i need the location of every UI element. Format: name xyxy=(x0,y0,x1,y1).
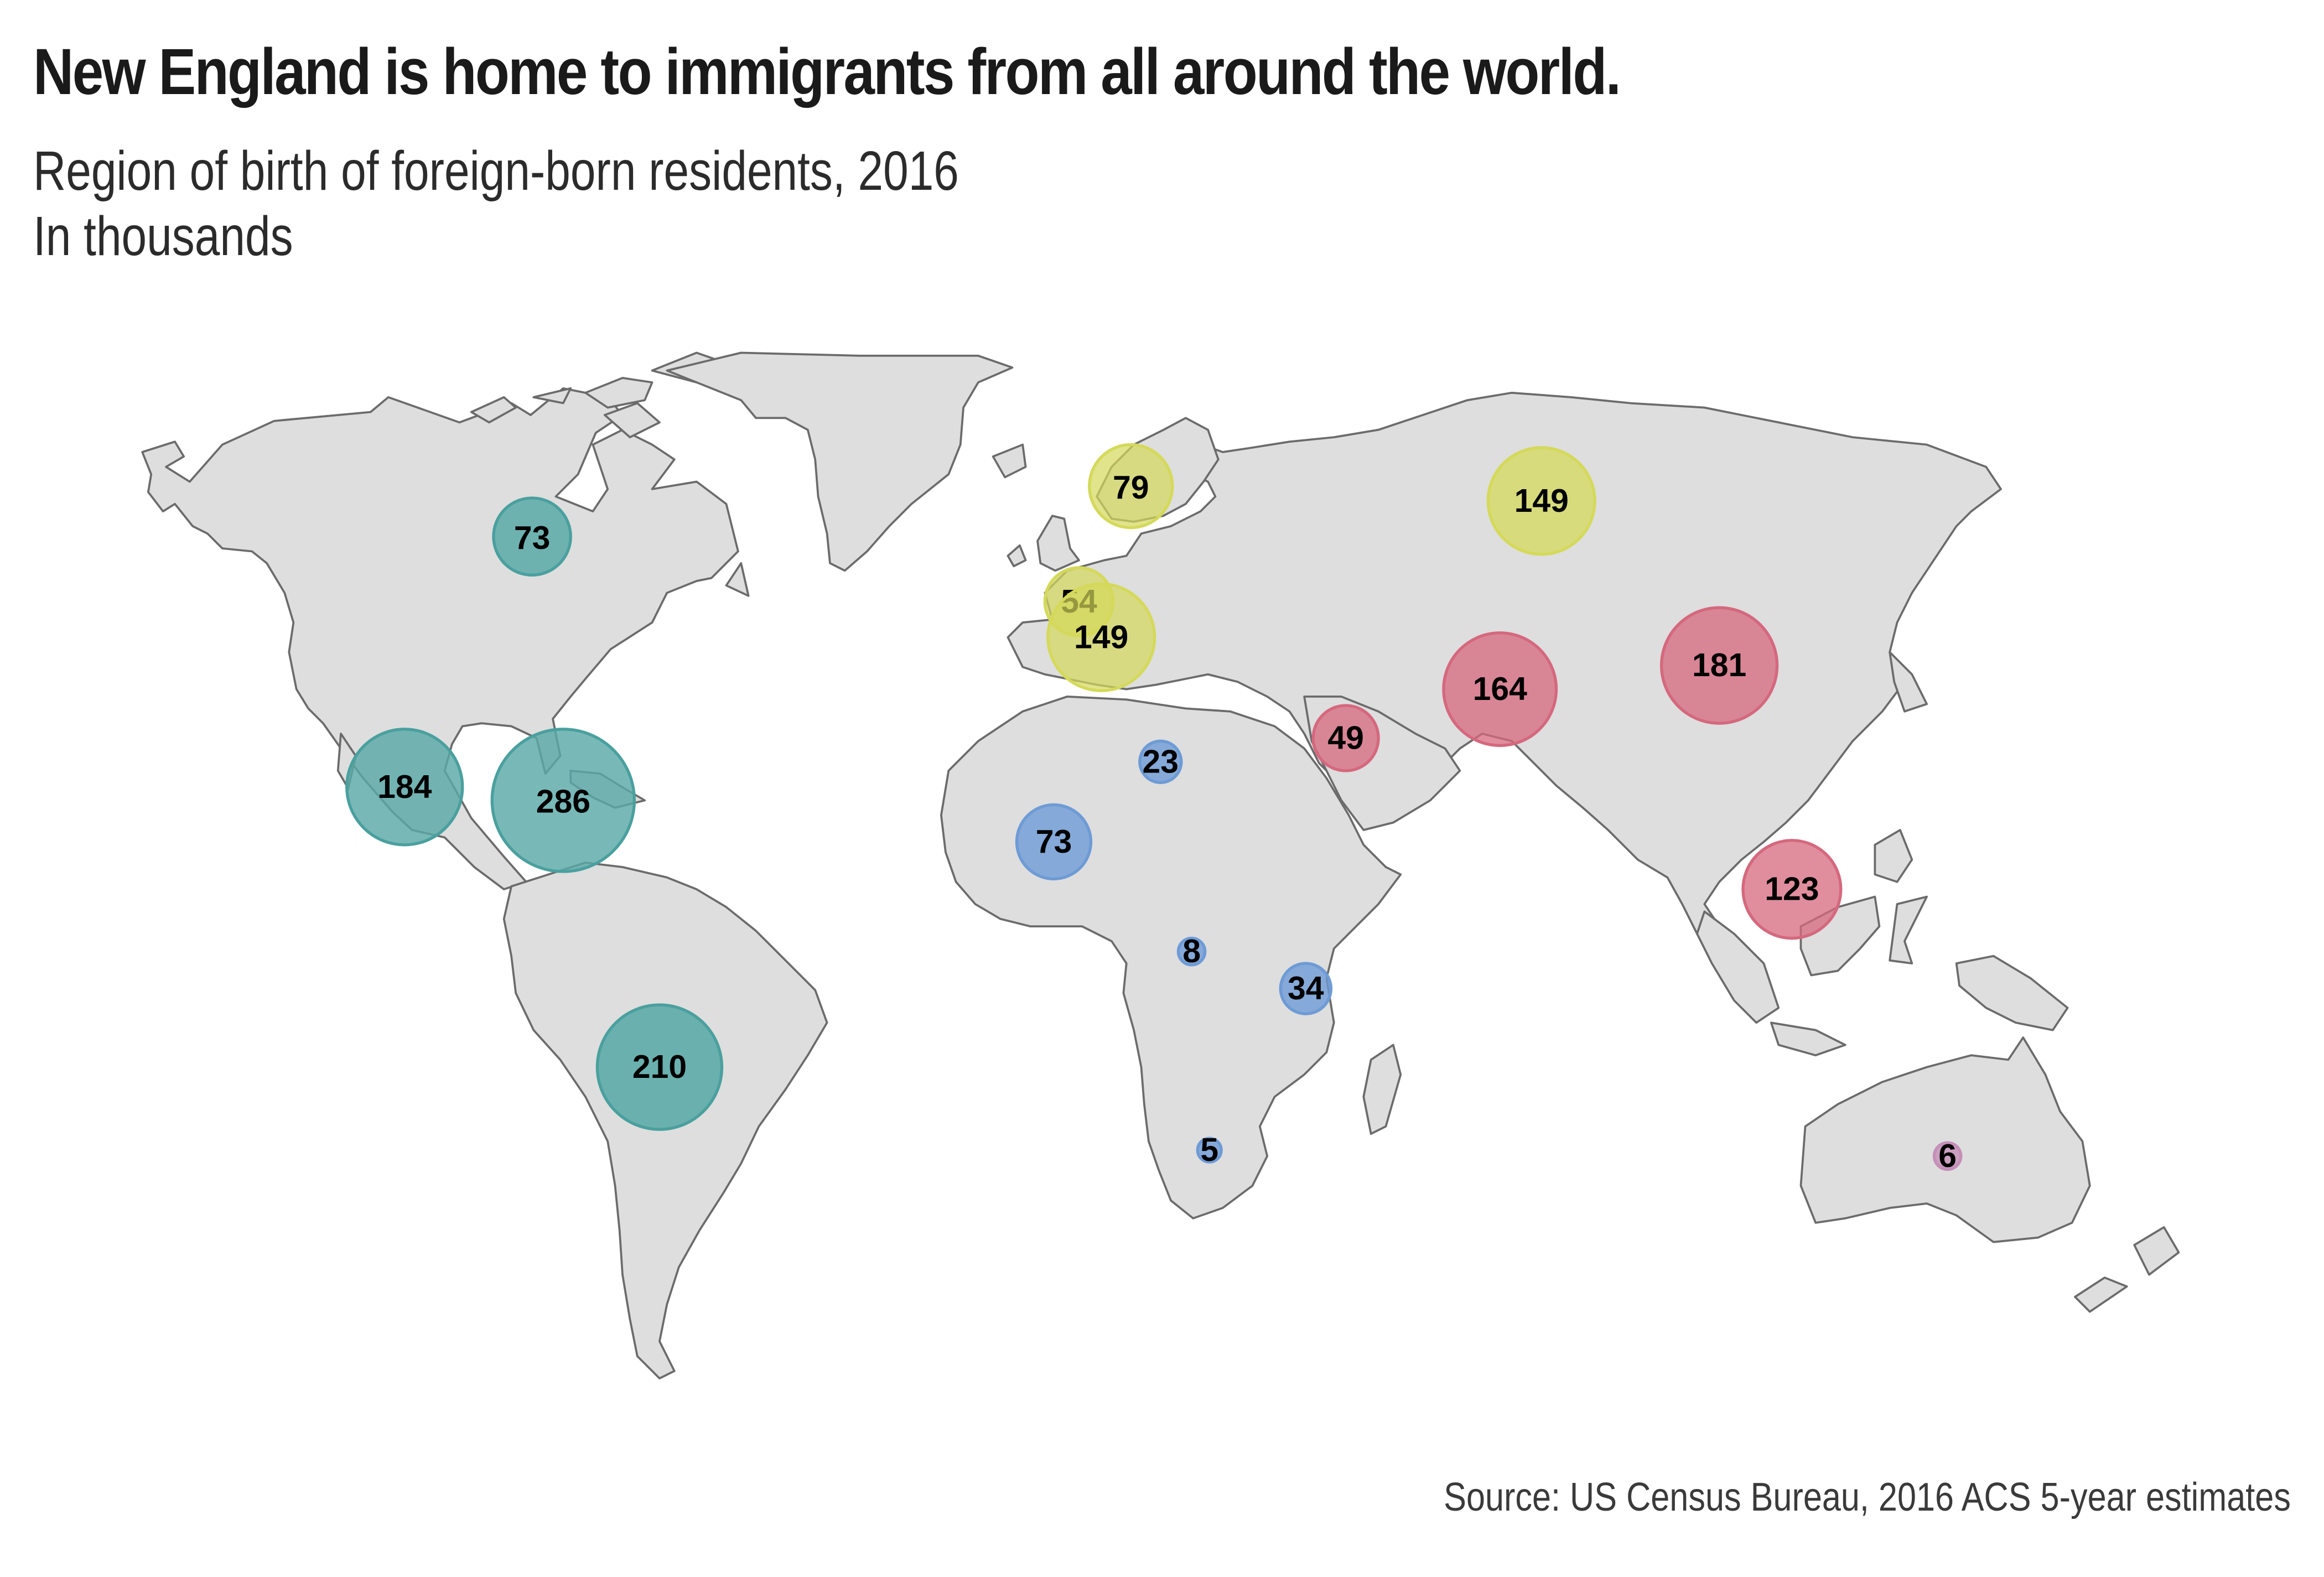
bubble-oceania[interactable]: 6 xyxy=(1932,1138,1963,1174)
bubble-south-eastern-asia[interactable]: 123 xyxy=(1741,839,1843,940)
australia xyxy=(1799,1036,2091,1243)
bubble-label: 6 xyxy=(1938,1138,1957,1174)
bubble-middle-africa[interactable]: 8 xyxy=(1176,933,1207,969)
bubble-label: 5 xyxy=(1200,1132,1218,1168)
bubble-western-africa[interactable]: 73 xyxy=(1015,803,1093,881)
source-note: Source: US Census Bureau, 2016 ACS 5-yea… xyxy=(1444,1475,2291,1519)
bubble-northern-africa[interactable]: 23 xyxy=(1138,739,1183,784)
bubble-label: 79 xyxy=(1113,470,1149,506)
bubble-northern-europe[interactable]: 79 xyxy=(1088,443,1174,530)
chart-title: New England is home to immigrants from a… xyxy=(33,35,1621,108)
bubble-label: 181 xyxy=(1692,647,1746,683)
bubble-label: 164 xyxy=(1473,671,1528,707)
bubble-label: 73 xyxy=(514,520,551,556)
bubble-northern-america[interactable]: 73 xyxy=(492,496,572,577)
bubble-south-central-asia[interactable]: 164 xyxy=(1442,631,1558,747)
bubble-eastern-europe[interactable]: 149 xyxy=(1486,446,1596,556)
bubble-eastern-africa[interactable]: 34 xyxy=(1279,962,1333,1015)
bubble-western-asia[interactable]: 49 xyxy=(1311,704,1380,772)
bubble-label: 184 xyxy=(377,769,432,805)
bubble-southern-africa[interactable]: 5 xyxy=(1196,1132,1223,1168)
bubble-label: 34 xyxy=(1288,971,1324,1007)
units-line: In thousands xyxy=(33,205,293,267)
bubbles: 73 184 286 210 79 54 149 149 xyxy=(345,443,1963,1174)
bubble-central-america[interactable]: 184 xyxy=(345,728,464,847)
bubble-southern-europe[interactable]: 149 xyxy=(1046,582,1156,692)
bubble-eastern-asia[interactable]: 181 xyxy=(1659,606,1779,725)
bubble-label: 149 xyxy=(1514,483,1569,519)
chart-subtitle: Region of birth of foreign-born resident… xyxy=(33,138,959,269)
bubble-caribbean[interactable]: 286 xyxy=(490,728,636,873)
bubble-label: 210 xyxy=(632,1049,687,1085)
subtitle-line: Region of birth of foreign-born resident… xyxy=(33,140,959,202)
bubble-label: 73 xyxy=(1036,824,1072,860)
bubble-label: 8 xyxy=(1182,933,1201,969)
bubble-label: 149 xyxy=(1074,619,1128,655)
north-america xyxy=(141,387,739,891)
bubble-label: 286 xyxy=(536,784,590,820)
bubble-label: 49 xyxy=(1327,720,1364,756)
greenland xyxy=(666,351,1014,572)
bubble-label: 23 xyxy=(1143,744,1179,780)
bubble-south-america[interactable]: 210 xyxy=(595,1003,724,1131)
bubble-label: 123 xyxy=(1765,872,1819,907)
